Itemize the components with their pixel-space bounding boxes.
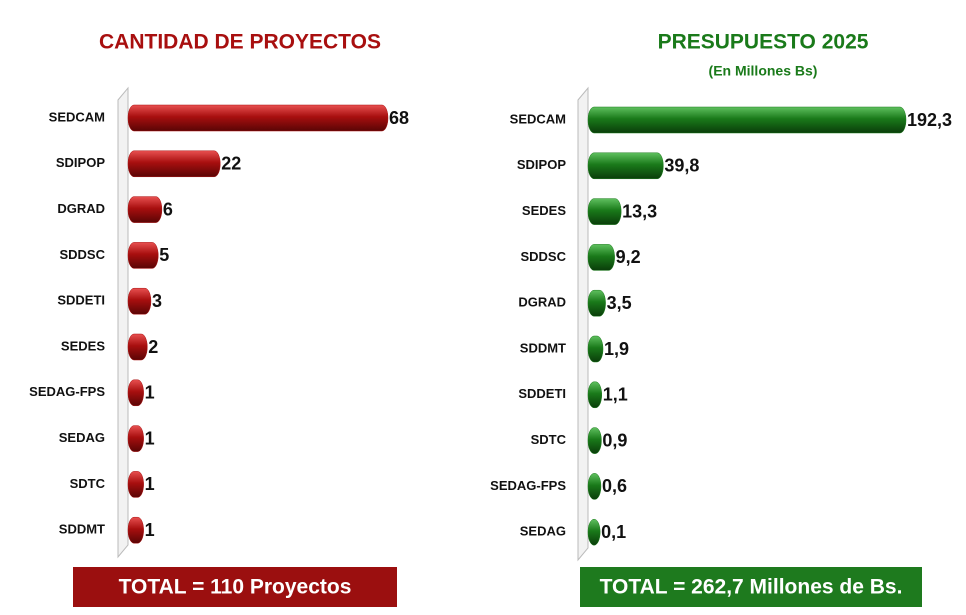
category-label: SEDAG-FPS bbox=[29, 384, 105, 399]
value-label: 3,5 bbox=[607, 293, 632, 313]
value-label: 6 bbox=[163, 199, 173, 219]
back-wall bbox=[577, 86, 589, 562]
bar bbox=[127, 150, 221, 178]
category-label: DGRAD bbox=[57, 201, 105, 216]
value-label: 192,3 bbox=[907, 110, 952, 130]
category-label: SDDSC bbox=[520, 249, 566, 264]
category-label: SDDMT bbox=[520, 340, 566, 355]
value-label: 68 bbox=[389, 108, 409, 128]
category-label: SDDSC bbox=[59, 247, 105, 262]
bar bbox=[587, 289, 606, 317]
bar bbox=[127, 379, 144, 407]
value-label: 1 bbox=[145, 474, 155, 494]
bar bbox=[587, 335, 604, 363]
bar bbox=[127, 196, 163, 223]
category-label: SDTC bbox=[531, 432, 567, 447]
category-label: SEDAG bbox=[59, 430, 105, 445]
bar bbox=[127, 287, 152, 315]
total-box bbox=[580, 567, 922, 607]
bar bbox=[587, 152, 664, 180]
bar bbox=[127, 333, 148, 361]
total-label: TOTAL = 262,7 Millones de Bs. bbox=[600, 576, 903, 599]
category-label: SEDAG-FPS bbox=[490, 478, 566, 493]
value-label: 9,2 bbox=[616, 247, 641, 267]
category-label: SEDES bbox=[522, 203, 566, 218]
category-label: SDDETI bbox=[518, 386, 566, 401]
bar bbox=[127, 471, 144, 498]
bar bbox=[587, 106, 907, 134]
category-label: SDTC bbox=[70, 476, 106, 491]
bar bbox=[587, 427, 602, 454]
category-label: SEDES bbox=[61, 338, 105, 353]
bar bbox=[127, 516, 144, 544]
value-label: 1 bbox=[145, 520, 155, 540]
chart-title: PRESUPUESTO 2025 bbox=[658, 31, 869, 54]
value-label: 1 bbox=[145, 383, 155, 403]
bar bbox=[127, 425, 144, 452]
value-label: 0,1 bbox=[601, 522, 626, 542]
value-label: 3 bbox=[152, 291, 162, 311]
bar bbox=[587, 244, 615, 271]
value-label: 1,9 bbox=[604, 339, 629, 359]
category-label: SDDMT bbox=[59, 522, 105, 537]
value-label: 2 bbox=[148, 337, 158, 357]
total-label: TOTAL = 110 Proyectos bbox=[119, 576, 352, 599]
category-label: SEDAG bbox=[520, 524, 566, 539]
value-label: 0,9 bbox=[602, 430, 627, 450]
total-box bbox=[73, 567, 397, 607]
value-label: 5 bbox=[159, 245, 169, 265]
value-label: 1 bbox=[145, 428, 155, 448]
category-label: SEDCAM bbox=[510, 111, 566, 126]
value-label: 0,6 bbox=[602, 476, 627, 496]
bar bbox=[587, 518, 601, 546]
value-label: 1,1 bbox=[603, 385, 628, 405]
back-wall bbox=[117, 86, 129, 559]
category-label: DGRAD bbox=[518, 295, 566, 310]
bar bbox=[587, 381, 603, 409]
bar bbox=[127, 104, 389, 132]
chart-title: CANTIDAD DE PROYECTOS bbox=[99, 31, 381, 54]
category-label: SDDETI bbox=[57, 293, 105, 308]
value-label: 22 bbox=[221, 154, 241, 174]
bar bbox=[587, 473, 602, 500]
chart-subtitle: (En Millones Bs) bbox=[709, 63, 818, 79]
value-label: 13,3 bbox=[622, 201, 657, 221]
value-label: 39,8 bbox=[664, 156, 699, 176]
category-label: SEDCAM bbox=[49, 109, 105, 124]
category-label: SDIPOP bbox=[517, 157, 566, 172]
bar bbox=[127, 242, 159, 269]
category-label: SDIPOP bbox=[56, 155, 105, 170]
bar bbox=[587, 198, 622, 225]
